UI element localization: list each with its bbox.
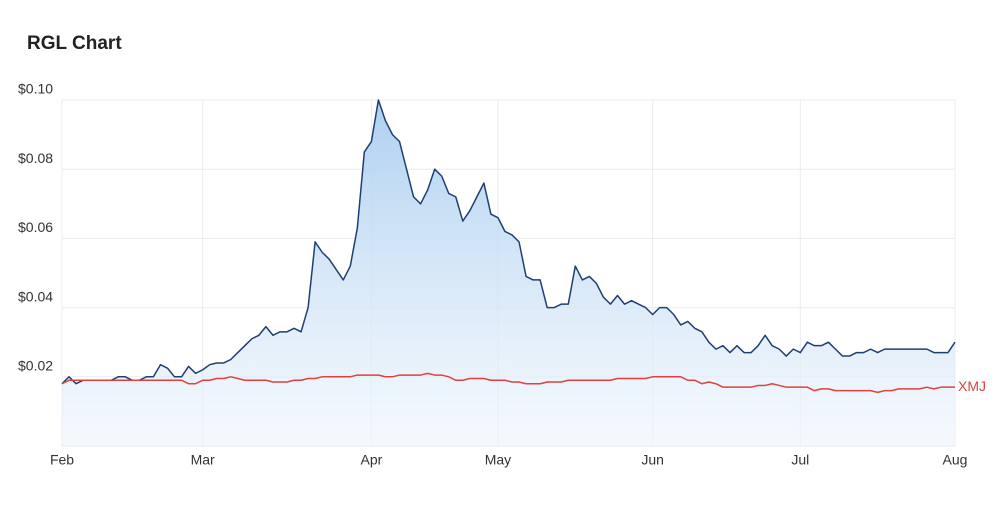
line — [61, 372, 955, 394]
y-tick-label: $0.08 — [18, 150, 53, 166]
x-tick-label: Jul — [791, 452, 809, 468]
x-tick-label: Jun — [641, 452, 664, 468]
x-tick-label: Aug — [943, 452, 968, 468]
y-tick-label: $0.06 — [18, 219, 53, 235]
y-tick-label: $0.02 — [18, 358, 53, 374]
x-tick-label: Mar — [191, 452, 215, 468]
chart-title: RGL Chart — [27, 33, 122, 54]
series-label: XMJ — [958, 378, 986, 394]
line — [61, 99, 956, 385]
x-tick-label: May — [485, 452, 511, 468]
x-tick-label: Feb — [50, 452, 74, 468]
area — [62, 100, 955, 446]
y-tick-label: $0.04 — [18, 288, 53, 304]
y-tick-label: $0.10 — [18, 81, 53, 97]
x-tick-label: Apr — [360, 452, 382, 468]
